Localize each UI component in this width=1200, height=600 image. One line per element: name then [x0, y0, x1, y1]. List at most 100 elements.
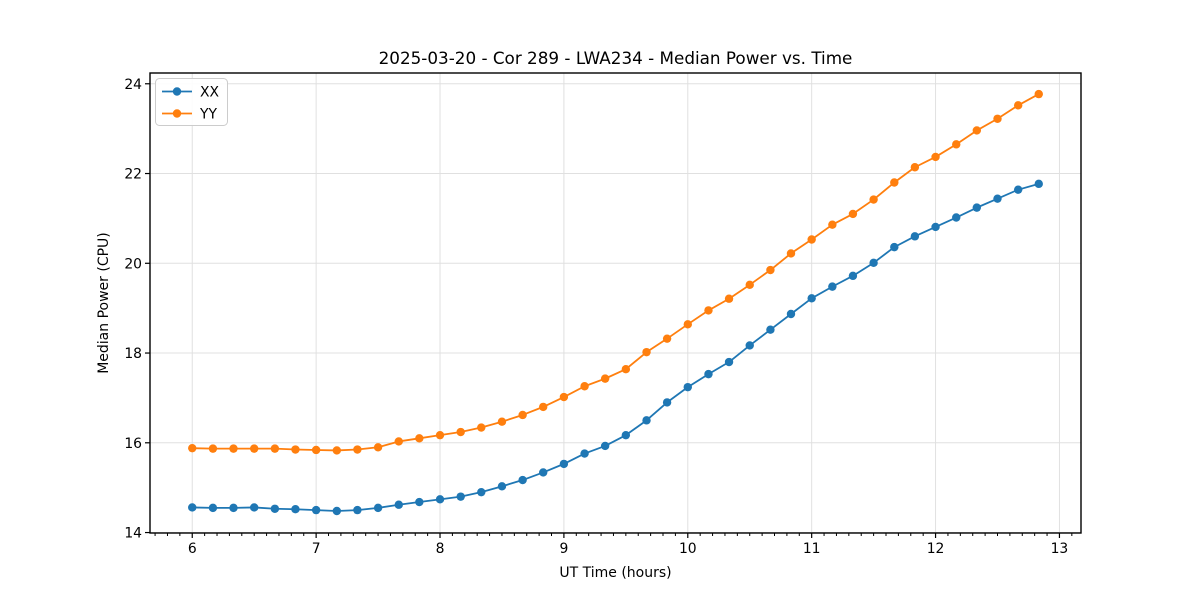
- data-point-xx: [311, 505, 321, 515]
- tick-labels: 6 7 8 9 10 11 12 13 14 16 18 20 22 24: [124, 77, 1068, 557]
- data-point-yy: [435, 430, 445, 440]
- data-point-xx: [931, 222, 940, 232]
- data-point-yy: [188, 443, 197, 453]
- data-point-yy: [332, 446, 342, 455]
- data-point-yy: [952, 140, 961, 149]
- data-point-yy: [724, 294, 734, 303]
- data-point-xx: [559, 459, 569, 469]
- data-point-xx: [662, 398, 672, 407]
- data-point-xx: [600, 441, 610, 451]
- x-tick-label: 6: [188, 541, 197, 557]
- x-tick-label: 13: [1051, 541, 1069, 557]
- x-tick-label: 11: [803, 541, 821, 557]
- legend: XX YY: [155, 78, 228, 126]
- data-point-xx: [270, 504, 280, 513]
- legend-marker-yy: [172, 109, 182, 118]
- data-point-yy: [869, 195, 878, 204]
- x-tick-label: 10: [679, 541, 697, 557]
- data-point-xx: [332, 506, 342, 516]
- y-tick-label: 16: [124, 436, 142, 452]
- y-tick-label: 18: [124, 346, 142, 362]
- data-point-yy: [539, 402, 548, 412]
- data-point-xx: [993, 194, 1002, 203]
- data-point-yy: [890, 178, 899, 187]
- data-point-yy: [477, 423, 486, 432]
- data-point-xx: [642, 416, 651, 425]
- data-point-yy: [580, 382, 589, 391]
- data-point-yy: [311, 445, 321, 455]
- y-tick-label: 22: [124, 167, 142, 183]
- data-point-yy: [456, 427, 465, 437]
- data-point-xx: [435, 495, 445, 504]
- data-point-yy: [972, 126, 982, 135]
- legend-label-yy: YY: [199, 107, 217, 123]
- x-tick-label: 9: [559, 541, 568, 557]
- data-point-yy: [662, 334, 672, 343]
- data-point-yy: [807, 235, 816, 244]
- data-point-yy: [621, 364, 631, 374]
- data-point-xx: [869, 258, 878, 268]
- data-point-xx: [745, 341, 754, 350]
- series-line-yy: [192, 93, 1040, 452]
- data-point-yy: [786, 249, 796, 258]
- data-series: [188, 89, 1043, 516]
- legend-entry-xx: XX: [162, 85, 220, 101]
- data-point-xx: [188, 503, 197, 512]
- data-point-yy: [229, 444, 238, 453]
- data-point-xx: [539, 468, 548, 477]
- data-point-yy: [497, 417, 507, 426]
- data-point-xx: [208, 503, 218, 513]
- data-point-yy: [394, 437, 403, 446]
- data-point-yy: [993, 114, 1002, 123]
- data-point-yy: [559, 392, 569, 402]
- data-point-xx: [972, 203, 982, 212]
- data-point-xx: [580, 449, 589, 458]
- data-point-yy: [683, 320, 692, 329]
- data-point-xx: [704, 369, 713, 379]
- data-point-yy: [910, 163, 920, 172]
- x-axis-label: UT Time (hours): [559, 565, 671, 581]
- data-point-xx: [621, 430, 631, 440]
- series-line-xx: [192, 182, 1040, 512]
- data-point-yy: [745, 280, 754, 290]
- data-point-yy: [766, 265, 775, 275]
- data-point-xx: [373, 503, 383, 513]
- data-point-yy: [828, 220, 837, 229]
- data-point-xx: [353, 505, 362, 515]
- data-point-xx: [910, 232, 920, 241]
- data-point-xx: [518, 475, 527, 485]
- x-tick-label: 8: [436, 541, 445, 557]
- data-point-yy: [270, 444, 280, 453]
- data-point-xx: [415, 497, 424, 507]
- data-point-xx: [477, 487, 486, 497]
- data-point-yy: [249, 444, 259, 453]
- legend-label-xx: XX: [200, 85, 220, 101]
- y-tick-label: 24: [124, 77, 142, 93]
- chart-title: 2025-03-20 - Cor 289 - LWA234 - Median P…: [379, 48, 853, 68]
- data-point-xx: [456, 492, 465, 501]
- data-point-xx: [724, 357, 734, 367]
- data-point-xx: [497, 482, 507, 491]
- data-point-xx: [229, 503, 238, 513]
- data-point-xx: [828, 282, 837, 291]
- data-point-xx: [249, 503, 259, 512]
- data-point-yy: [642, 347, 651, 357]
- data-point-xx: [766, 325, 775, 334]
- data-point-xx: [1013, 185, 1023, 194]
- data-point-yy: [704, 306, 713, 315]
- data-point-xx: [890, 242, 899, 252]
- gridlines: [150, 73, 1081, 534]
- data-point-yy: [291, 445, 300, 454]
- data-point-xx: [394, 500, 403, 509]
- data-point-xx: [786, 309, 796, 319]
- data-point-xx: [683, 382, 692, 392]
- data-point-yy: [848, 209, 858, 219]
- axis-ticks: [145, 83, 1073, 538]
- data-point-yy: [208, 444, 218, 453]
- legend-entry-yy: YY: [162, 107, 217, 123]
- data-point-yy: [1034, 89, 1043, 99]
- data-point-xx: [848, 271, 858, 281]
- legend-marker-xx: [172, 87, 182, 96]
- data-point-xx: [291, 505, 300, 514]
